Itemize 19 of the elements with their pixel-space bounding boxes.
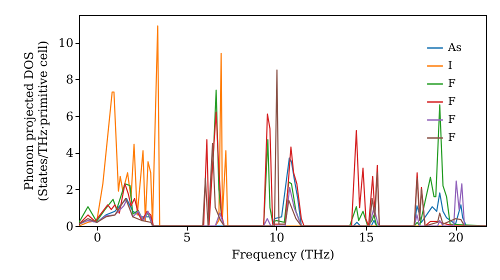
legend-label: F xyxy=(448,95,456,108)
x-tick-label: 0 xyxy=(94,230,102,244)
y-tick-label: 4 xyxy=(66,146,74,160)
legend-label: As xyxy=(447,41,462,54)
x-tick-label: 20 xyxy=(448,230,464,244)
y-axis-title: Phonon projected DOS (States/THz·primitive cell) xyxy=(22,40,50,202)
y-tick-label: 10 xyxy=(58,36,74,50)
y-tick-label: 0 xyxy=(66,220,74,234)
x-tick-label: 15 xyxy=(358,230,374,244)
legend-label: F xyxy=(448,131,456,144)
legend-label: F xyxy=(448,77,456,90)
legend-label: F xyxy=(448,113,456,126)
x-axis-title: Frequency (THz) xyxy=(232,248,334,262)
x-tick-label: 10 xyxy=(269,230,284,244)
y-tick-label: 8 xyxy=(66,72,74,87)
x-tick-label: 5 xyxy=(183,230,191,244)
y-tick-label: 6 xyxy=(66,109,74,124)
legend-label: I xyxy=(448,59,452,72)
y-tick-label: 2 xyxy=(66,182,74,197)
